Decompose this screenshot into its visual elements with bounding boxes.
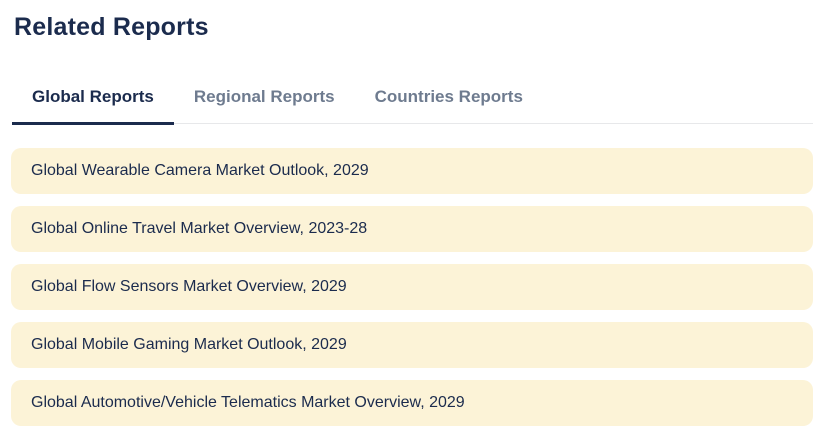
- report-list: Global Wearable Camera Market Outlook, 2…: [11, 148, 813, 426]
- report-link[interactable]: Global Wearable Camera Market Outlook, 2…: [11, 148, 813, 194]
- tab-countries-reports[interactable]: Countries Reports: [355, 86, 543, 125]
- report-link[interactable]: Global Automotive/Vehicle Telematics Mar…: [11, 380, 813, 426]
- section-title: Related Reports: [14, 13, 209, 41]
- related-reports-section: Related Reports Global Reports Regional R…: [0, 12, 831, 435]
- tabs-bar: Global Reports Regional Reports Countries …: [12, 86, 813, 125]
- tab-global-reports[interactable]: Global Reports: [12, 86, 174, 125]
- report-link[interactable]: Global Flow Sensors Market Overview, 202…: [11, 264, 813, 310]
- report-link[interactable]: Global Mobile Gaming Market Outlook, 202…: [11, 322, 813, 368]
- report-link[interactable]: Global Online Travel Market Overview, 20…: [11, 206, 813, 252]
- tab-regional-reports[interactable]: Regional Reports: [174, 86, 355, 125]
